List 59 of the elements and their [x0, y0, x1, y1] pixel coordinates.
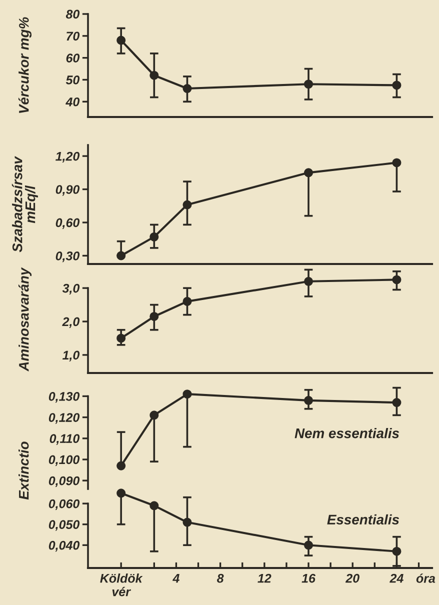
- y-tick-label: 0,050: [48, 520, 80, 531]
- point: [392, 546, 402, 556]
- y-tick-label: 3,0: [62, 284, 80, 295]
- point: [150, 501, 159, 510]
- y-tick-label: 0,090: [48, 476, 80, 488]
- x-tick-label: 8: [216, 574, 224, 583]
- point: [304, 396, 314, 405]
- y-tick-label: 40: [66, 97, 80, 106]
- y-tick-label: 50: [66, 76, 80, 84]
- y-axis-title: Szabadzsírsav mEq/l: [12, 156, 38, 252]
- y-tick-label: 0,040: [48, 540, 80, 552]
- series-label: Nem essentialis: [294, 428, 400, 438]
- point: [182, 518, 192, 527]
- point: [150, 70, 159, 80]
- point: [304, 276, 314, 286]
- x-axis-title: óra: [416, 574, 436, 583]
- point: [150, 232, 159, 242]
- point: [304, 168, 314, 178]
- point: [392, 158, 402, 168]
- y-tick-label: 1,20: [56, 152, 80, 163]
- x-tick-label: Köldök vér: [100, 574, 143, 596]
- point: [182, 390, 192, 399]
- x-tick-label: 16: [302, 574, 316, 583]
- x-tick-label: 4: [172, 574, 180, 583]
- y-axis-title: Aminosavarány: [18, 267, 32, 372]
- y-tick-label: 70: [66, 32, 80, 41]
- x-tick-label: 12: [258, 574, 272, 583]
- point: [150, 410, 159, 420]
- y-tick-label: 1,0: [62, 350, 80, 362]
- y-tick-label: 0,120: [48, 413, 80, 424]
- y-tick-label: 0,130: [48, 392, 80, 403]
- point: [392, 80, 402, 90]
- point: [182, 200, 192, 210]
- point: [304, 80, 314, 89]
- point: [116, 251, 126, 260]
- series-label: Essentialis: [327, 514, 400, 525]
- point: [182, 84, 192, 94]
- point: [392, 275, 402, 284]
- point: [116, 488, 126, 498]
- point: [304, 540, 314, 550]
- point: [392, 398, 402, 408]
- y-tick-label: 0,060: [48, 499, 80, 510]
- point: [116, 36, 126, 45]
- point: [116, 334, 126, 343]
- y-tick-label: 2,0: [62, 317, 80, 328]
- y-tick-label: 0,90: [56, 185, 80, 196]
- y-tick-label: 80: [66, 10, 80, 19]
- y-axis-title: Vércukor mg%: [18, 17, 32, 113]
- y-tick-label: 0,110: [50, 434, 80, 445]
- point: [182, 296, 192, 306]
- y-tick-label: 0,60: [56, 218, 80, 229]
- y-tick-label: 0,30: [56, 252, 80, 262]
- x-tick-label: 20: [345, 574, 360, 583]
- point: [150, 312, 159, 322]
- y-tick-label: 0,100: [48, 455, 80, 466]
- point: [116, 461, 126, 470]
- y-axis-title: Extinctio: [18, 442, 29, 500]
- y-tick-label: 60: [66, 54, 80, 62]
- x-tick-label: 24: [390, 574, 404, 583]
